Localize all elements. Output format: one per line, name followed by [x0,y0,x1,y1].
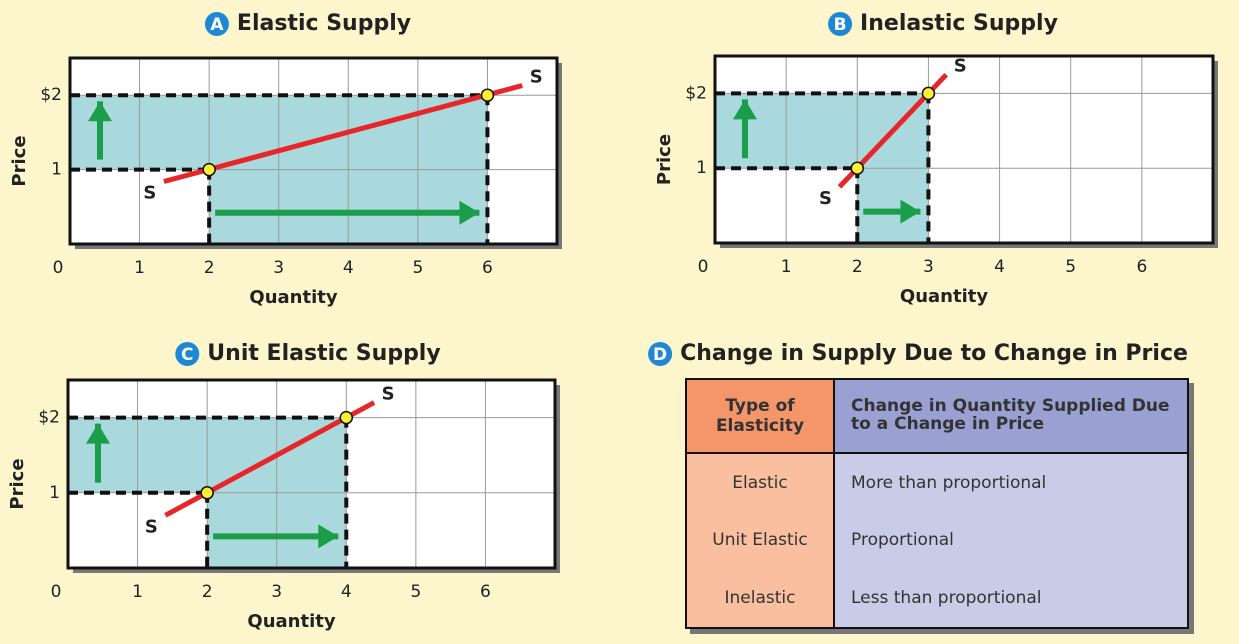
x-tick-label: 0 [53,258,64,278]
point [339,410,354,425]
supply-line [163,83,523,184]
x-tick-label: 6 [480,582,491,602]
x-tick-label: 0 [51,582,62,602]
y-tick-label: $2 [685,83,707,103]
badge [204,12,229,36]
x-tick-label: 1 [132,582,143,602]
x-tick-label: 2 [852,257,863,277]
table-cell: More than proportional [835,454,1187,512]
plot-border [68,56,559,246]
supply-line [164,400,376,518]
y-tick-label: 1 [49,483,60,503]
panel-title: Elastic Supply [237,11,411,36]
x-tick-label: 3 [271,582,282,602]
badge-letter: D [653,345,667,365]
point [480,88,495,102]
arrow-head [900,199,921,224]
point [200,486,214,500]
panel-title: Change in Supply Due to Change in Price [680,341,1188,366]
table-header: Change in Quantity Supplied Due to a Cha… [835,380,1187,454]
badge [648,342,673,366]
badge [175,342,200,366]
x-tick-label: 5 [1065,257,1076,277]
arrow-head [88,101,112,122]
x-tick-label: 5 [412,258,423,278]
x-axis-label: Quantity [900,286,988,307]
curve-label: S [382,384,395,405]
y-axis-label: Price [654,134,675,185]
table-cell: Inelastic [687,569,835,627]
x-tick-label: 3 [923,257,934,277]
curve-label: S [954,56,967,77]
plot-border [713,54,1215,245]
plot-border [66,378,557,570]
point [850,161,865,175]
arrow-head [733,99,757,120]
y-axis-label: Price [7,458,28,509]
y-tick-label: $2 [38,408,60,428]
point [921,86,936,101]
curve-label: S [145,516,158,537]
y-tick-label: $2 [40,85,62,105]
x-tick-label: 4 [994,257,1005,277]
x-tick-label: 4 [343,258,354,278]
arrow-head [86,423,110,444]
point [202,162,216,177]
badge-letter: C [181,345,193,365]
curve-label: S [819,188,832,209]
table-cell: Elastic [687,454,835,512]
curve-label: S [530,67,543,88]
x-tick-label: 1 [134,258,145,278]
table-cell: Proportional [835,511,1187,570]
x-tick-label: 6 [1136,257,1147,277]
x-tick-label: 1 [781,257,792,277]
x-tick-label: 0 [698,257,709,277]
shaded-area [715,93,929,244]
x-axis-label: Quantity [249,287,337,308]
curve-label: S [143,183,156,204]
x-tick-label: 6 [482,258,493,278]
x-tick-label: 5 [410,582,421,602]
x-tick-label: 2 [202,582,213,602]
x-tick-label: 2 [204,258,215,278]
table-cell: Unit Elastic [687,511,835,570]
badge-letter: A [210,15,224,35]
panel-title: Inelastic Supply [860,11,1058,36]
x-axis-label: Quantity [247,611,335,632]
y-tick-label: 1 [696,158,707,178]
panel-title: Unit Elastic Supply [207,341,440,366]
y-tick-label: 1 [51,160,62,180]
arrow-head [318,524,339,549]
table-cell: Less than proportional [835,569,1187,627]
badge [828,12,853,36]
x-tick-label: 4 [341,582,352,602]
y-axis-label: Price [9,135,30,186]
table-header: Type of Elasticity [687,380,835,454]
badge-letter: B [834,15,847,35]
elasticity-table: Type of Elasticity Change in Quantity Su… [685,378,1189,629]
arrow-head [459,200,480,225]
x-tick-label: 3 [273,258,284,278]
